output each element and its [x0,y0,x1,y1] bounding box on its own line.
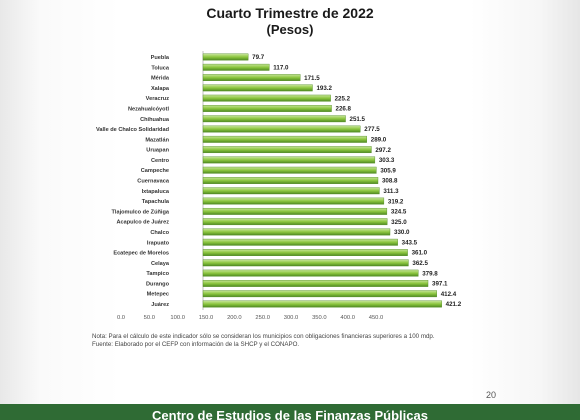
bars-group [202,53,442,308]
value-label-1: 117.0 [273,64,289,71]
bar-16 [202,218,388,226]
bar-chart: Puebla 79.7 Toluca 117.0 Mérida 171.5 Xalapa 19… [96,51,462,321]
bar-17 [202,228,391,236]
labels-group: Puebla 79.7 Toluca 117.0 Mérida 171.5 Xalapa 19… [96,54,462,321]
value-label-22: 397.1 [432,281,448,288]
bar-0 [202,53,249,61]
value-label-7: 277.5 [364,126,380,133]
category-label-15: Tlajomulco de Zúñiga [112,209,170,215]
footer-title: Centro de Estudios de las Finanzas Públi… [152,408,428,420]
category-label-6: Chihuahua [140,117,170,123]
chart-source: Fuente: Elaborado por el CEFP con inform… [92,341,300,348]
value-label-10: 303.3 [379,157,395,164]
bar-18 [202,238,398,246]
bar-20 [202,259,409,267]
bar-22 [202,280,429,287]
value-label-24: 421.2 [446,301,462,308]
value-label-0: 79.7 [252,54,265,61]
value-label-2: 171.5 [304,75,320,82]
category-label-3: Xalapa [151,86,170,92]
bar-13 [202,187,380,195]
value-label-15: 324.5 [391,209,407,216]
bar-1 [202,63,270,71]
bar-8 [202,135,367,143]
value-label-11: 305.9 [380,167,396,174]
value-label-3: 193.2 [316,85,332,92]
bar-21 [202,269,419,277]
bar-6 [202,115,346,123]
bar-24 [202,300,442,308]
category-label-17: Chalco [150,230,169,236]
value-label-14: 319.2 [388,198,404,205]
bar-2 [202,74,301,81]
value-label-16: 325.0 [391,219,407,226]
category-label-7: Valle de Chalco Solidaridad [96,127,170,133]
bar-15 [202,207,388,215]
value-label-5: 226.8 [336,106,352,113]
page-number: 20 [486,390,497,400]
category-label-20: Celaya [151,261,170,267]
x-tick-label-1: 50.0 [144,315,155,321]
category-label-23: Metepec [147,292,169,298]
category-label-8: Mazatlán [145,137,169,143]
category-label-0: Puebla [151,55,170,61]
value-label-9: 297.2 [375,147,391,154]
x-tick-label-4: 200.0 [227,315,242,321]
x-tick-label-8: 400.0 [340,315,355,321]
category-label-9: Uruapan [146,148,169,154]
value-label-4: 225.2 [335,95,351,102]
category-label-13: Ixtapaluca [142,189,170,195]
category-label-16: Acapulco de Juárez [116,220,169,226]
bar-9 [202,146,372,154]
bar-23 [202,290,437,298]
bar-10 [202,156,376,164]
category-label-4: Veracruz [146,96,170,102]
bar-7 [202,125,361,133]
chart-note: Nota: Para el cálculo de este indicador … [92,333,435,340]
category-label-14: Tapachula [142,199,170,205]
category-label-12: Cuernavaca [137,179,170,185]
value-label-21: 379.8 [422,270,438,277]
x-tick-label-7: 350.0 [312,315,327,321]
x-tick-label-3: 150.0 [199,315,214,321]
footer-bar [0,404,580,420]
chart-subtitle-units: (Pesos) [266,22,314,37]
value-label-20: 362.5 [412,260,428,267]
chart-title: Cuarto Trimestre de 2022 [206,5,374,21]
bar-3 [202,84,313,92]
value-label-18: 343.5 [402,239,418,246]
category-label-22: Durango [146,281,170,287]
bar-19 [202,249,408,256]
category-label-24: Juárez [151,302,169,308]
value-label-12: 308.8 [382,178,398,185]
value-label-8: 289.0 [371,137,387,144]
category-label-10: Centro [151,158,170,164]
category-label-2: Mérida [151,76,170,82]
x-tick-label-0: 0.0 [117,315,125,321]
x-tick-label-6: 300.0 [284,315,299,321]
category-label-1: Toluca [151,65,170,71]
value-label-6: 251.5 [350,116,366,123]
x-tick-label-9: 450.0 [369,315,384,321]
value-label-17: 330.0 [394,229,410,236]
category-label-21: Tampico [146,271,169,277]
value-label-13: 311.3 [383,188,399,195]
category-label-11: Campeche [141,168,169,174]
value-label-23: 412.4 [441,291,457,298]
bar-12 [202,177,379,184]
bar-4 [202,94,331,102]
category-label-5: Nezahualcóyotl [128,106,169,112]
bar-11 [202,166,377,174]
value-label-19: 361.0 [412,250,428,257]
bar-5 [202,105,332,112]
category-label-19: Ecatepec de Morelos [113,251,169,257]
category-label-18: Irapuato [147,240,170,246]
bar-14 [202,197,385,205]
x-tick-label-5: 250.0 [255,315,270,321]
x-tick-label-2: 100.0 [170,315,185,321]
